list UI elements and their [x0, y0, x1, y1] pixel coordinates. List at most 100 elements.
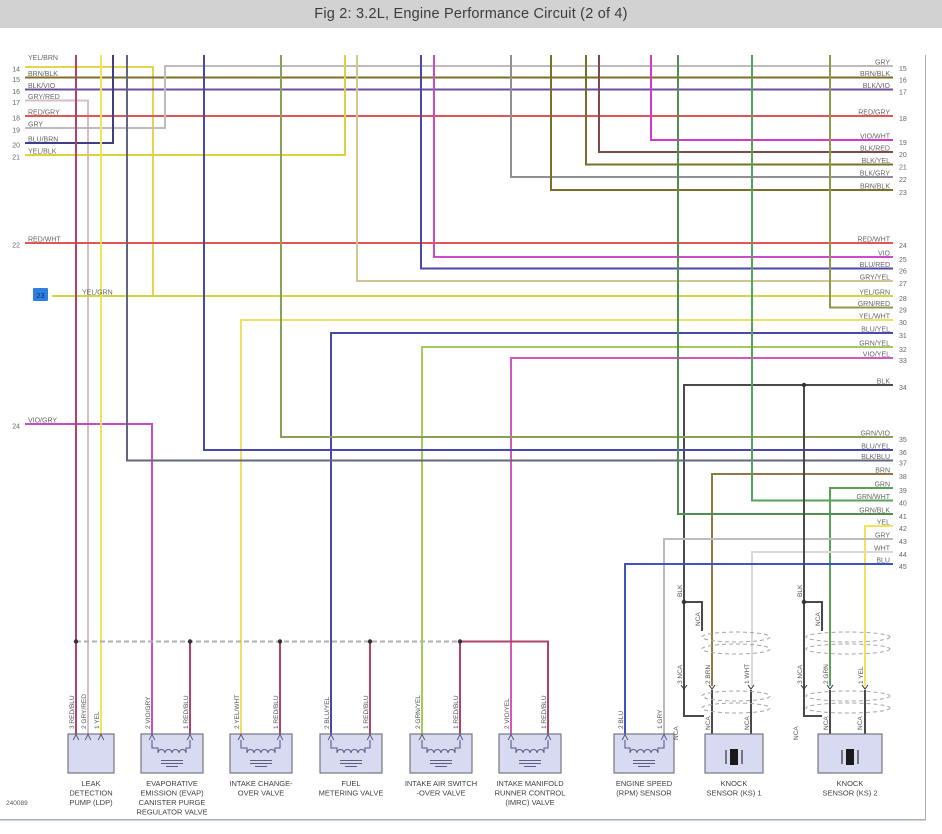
row-wire-color-label: WHT	[874, 546, 891, 553]
figure-title: Fig 2: 3.2L, Engine Performance Circuit …	[314, 6, 628, 22]
wire-gry_yel	[356, 55, 893, 282]
pin-label: 1 RED/BLU	[453, 695, 460, 729]
row-number: 15	[12, 77, 20, 84]
coil-lead	[421, 740, 428, 752]
wire-blk	[684, 601, 703, 631]
wire-label: NCA	[705, 716, 712, 730]
row-number: 36	[899, 450, 907, 457]
pin-arrow-icon	[660, 733, 668, 741]
pin-label: 2 BLU	[618, 711, 625, 729]
row-number: 17	[12, 100, 20, 107]
component-caption: OVER VALVE	[238, 789, 284, 798]
row-wire-color-label: BLK/GRY	[860, 171, 891, 178]
wire-grn_red	[829, 55, 893, 309]
coil-lead	[274, 740, 281, 752]
piezo-element-icon	[846, 749, 854, 765]
rotated-wire-labels: BLK NCA 3 NCA 2 BRN 1 WHT NCA NCA NCA BLK NCA 3 NC…	[673, 584, 865, 740]
row-number: 16	[12, 89, 20, 96]
inline-connectors	[680, 684, 869, 690]
wire-label: 3 NCA	[797, 664, 804, 684]
wire-gry	[663, 538, 893, 734]
wire-label: 1 YEL	[858, 666, 865, 684]
page-borders	[0, 55, 927, 821]
row-wire-color-label: BLK/YEL	[862, 158, 891, 165]
wire-label: NCA	[823, 716, 830, 730]
row-wire-color-label: GRY/RED	[28, 94, 60, 101]
junction-dot	[187, 639, 193, 644]
title-bar: Fig 2: 3.2L, Engine Performance Circuit …	[0, 0, 942, 28]
pin-label: 2 YEL/WHT	[234, 695, 241, 729]
row-wire-color-label: BLU/YEL	[861, 444, 890, 451]
wire-vio_wht	[650, 55, 893, 141]
pin-label: 3 RED/BLU	[69, 695, 76, 729]
wire-blk_blu	[126, 55, 893, 462]
coil-lead	[454, 740, 461, 752]
inline-connector-icon	[826, 684, 834, 690]
row-number: 34	[899, 385, 907, 392]
row-wire-color-label: BRN/BLK	[860, 71, 890, 78]
row-number: 23	[899, 190, 907, 197]
row-number: 20	[899, 152, 907, 159]
row-number: 45	[899, 564, 907, 571]
shield-oval	[701, 631, 771, 643]
wire-brn	[711, 473, 893, 686]
wire-blu_yel	[203, 55, 893, 451]
component-caption: INTAKE AIR SWITCH	[405, 779, 477, 788]
row-wire-color-label: GRN/BLK	[859, 508, 890, 515]
wire-blk	[683, 384, 893, 602]
component-imrc-valve: 2 VIO/YEL 1 RED/BLU INTAKE MANIFOLDRUNNER …	[495, 695, 566, 807]
component-box	[67, 733, 115, 774]
coil-lead	[510, 740, 517, 752]
row-number: 40	[899, 501, 907, 508]
component-caption: KNOCK	[837, 779, 864, 788]
wire-gry_red	[25, 99, 89, 734]
component-caption: DETECTION	[69, 789, 112, 798]
pin-label: 2 VIO/YEL	[504, 698, 511, 729]
row-wire-color-label: GRN/VIO	[860, 431, 890, 438]
coil-lead	[185, 740, 191, 752]
components: 3 RED/BLU 2 GRY/RED 1 YEL LEAKDETECTIONPUMP…	[67, 694, 883, 817]
row-number: 43	[899, 539, 907, 546]
pin-arrow-icon	[544, 733, 552, 741]
row-wire-color-label: YEL/BLK	[28, 149, 57, 156]
row-number: 16	[899, 78, 907, 85]
top-clip	[0, 28, 942, 55]
wire-label: 2 BRN	[705, 665, 712, 684]
wire-blk	[804, 601, 823, 631]
pin-label: 1 YEL	[94, 711, 101, 729]
row-wire-color-label: YEL/BRN	[28, 55, 58, 62]
pin-arrow-icon	[621, 733, 629, 741]
row-wire-color-label: RED/GRY	[28, 110, 60, 117]
row-number: 24	[12, 424, 20, 431]
highlight-box[interactable]	[33, 288, 48, 301]
pin-label: 2 GRN/YEL	[415, 695, 422, 729]
row-number: 25	[899, 257, 907, 264]
component-intake-change-over-valve: 2 YEL/WHT 1 RED/BLU INTAKE CHANGE-OVER VAL…	[229, 695, 293, 798]
row-number: 42	[899, 526, 907, 533]
coil-lead	[657, 740, 665, 752]
wire-yel_brn	[25, 66, 154, 296]
row-wire-color-label: BRN/BLK	[28, 71, 58, 78]
wire-vio_yel	[510, 357, 893, 734]
row-number: 39	[899, 488, 907, 495]
component-caption: SENSOR (KS) 1	[706, 789, 761, 798]
component-caption: SENSOR (KS) 2	[822, 789, 877, 798]
solenoid-coil-icon	[246, 748, 276, 754]
row-wire-color-label: RED/WHT	[28, 237, 61, 244]
junction-dot	[801, 599, 807, 605]
row-wire-color-label: BLK/BLU	[861, 454, 890, 461]
wire-blu	[624, 563, 893, 734]
pin-label: 2 GRY/RED	[81, 694, 88, 729]
wire-grn_vio	[280, 55, 893, 438]
row-wire-color-label: BLK/VIO	[863, 83, 891, 90]
inline-connector-icon	[747, 684, 755, 690]
row-wire-color-label: BLU/YEL	[861, 327, 890, 334]
pin-label: 1 RED/BLU	[363, 695, 370, 729]
component-box	[140, 733, 204, 774]
row-wire-color-label: BLU/BRN	[28, 137, 58, 144]
solenoid-coil-icon	[515, 748, 545, 754]
inline-connector-icon	[800, 684, 808, 690]
row-wire-color-label: GRY	[875, 60, 890, 67]
right-row-labels: GRY 15 BRN/BLK 16 BLK/VIO 17 RED/GRY 18 VIO/WHT 1…	[857, 60, 907, 572]
